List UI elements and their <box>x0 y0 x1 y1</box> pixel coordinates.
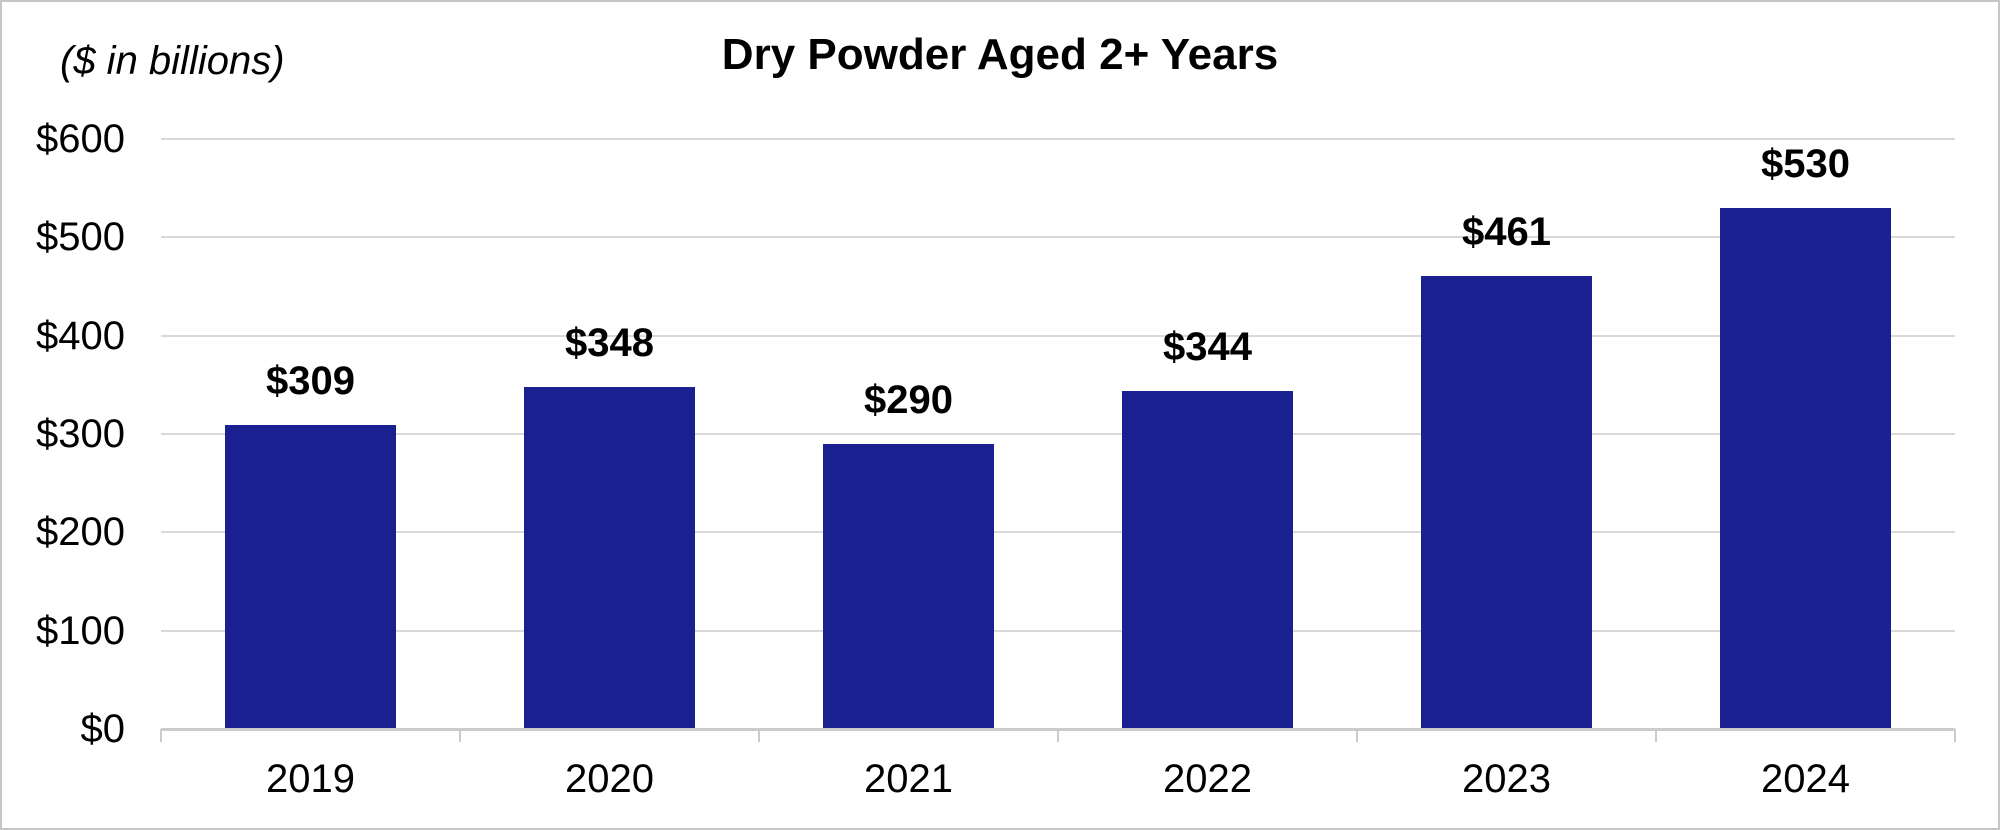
gridline <box>161 334 1955 337</box>
x-axis-tick-label: 2020 <box>565 757 654 801</box>
y-axis-tick-label: $200 <box>36 510 125 555</box>
bar <box>823 443 994 729</box>
x-axis-tick-label: 2024 <box>1761 757 1850 801</box>
chart-title: Dry Powder Aged 2+ Years <box>721 30 1279 79</box>
bar <box>1720 207 1891 729</box>
bar-value-label: $530 <box>1761 141 1850 186</box>
gridline <box>161 629 1955 632</box>
units-label: ($ in billions) <box>60 39 285 83</box>
bar-value-label: $344 <box>1163 324 1252 369</box>
bar-value-label: $290 <box>864 377 953 422</box>
bar <box>524 386 695 729</box>
x-axis-tick-label: 2023 <box>1462 757 1551 801</box>
bar <box>1421 275 1592 729</box>
y-axis-tick-label: $0 <box>80 707 126 751</box>
x-axis-tick <box>1655 729 1657 742</box>
gridline <box>161 138 1955 140</box>
x-axis-tick <box>1954 729 1956 742</box>
x-axis-tick <box>459 729 461 742</box>
gridline <box>161 531 1955 534</box>
y-axis-tick-label: $600 <box>36 117 125 161</box>
bar-value-label: $348 <box>565 320 654 365</box>
x-axis-tick-label: 2022 <box>1163 757 1252 801</box>
y-axis-tick-label: $300 <box>36 412 125 456</box>
x-axis-tick <box>1356 729 1358 742</box>
y-axis-tick-label: $400 <box>36 313 125 358</box>
x-axis-tick <box>1057 729 1059 742</box>
x-axis-tick <box>758 729 760 742</box>
y-axis-tick-label: $500 <box>36 215 125 260</box>
bar <box>225 425 396 729</box>
gridline <box>161 433 1955 435</box>
bar <box>1122 390 1293 729</box>
bar-value-label: $461 <box>1462 209 1551 254</box>
gridline <box>161 236 1955 239</box>
bar-value-label: $309 <box>266 359 355 404</box>
x-axis-tick <box>160 729 162 742</box>
x-axis-tick-label: 2019 <box>266 757 355 801</box>
x-axis-tick-label: 2021 <box>864 757 953 801</box>
y-axis-tick-label: $100 <box>36 608 125 653</box>
